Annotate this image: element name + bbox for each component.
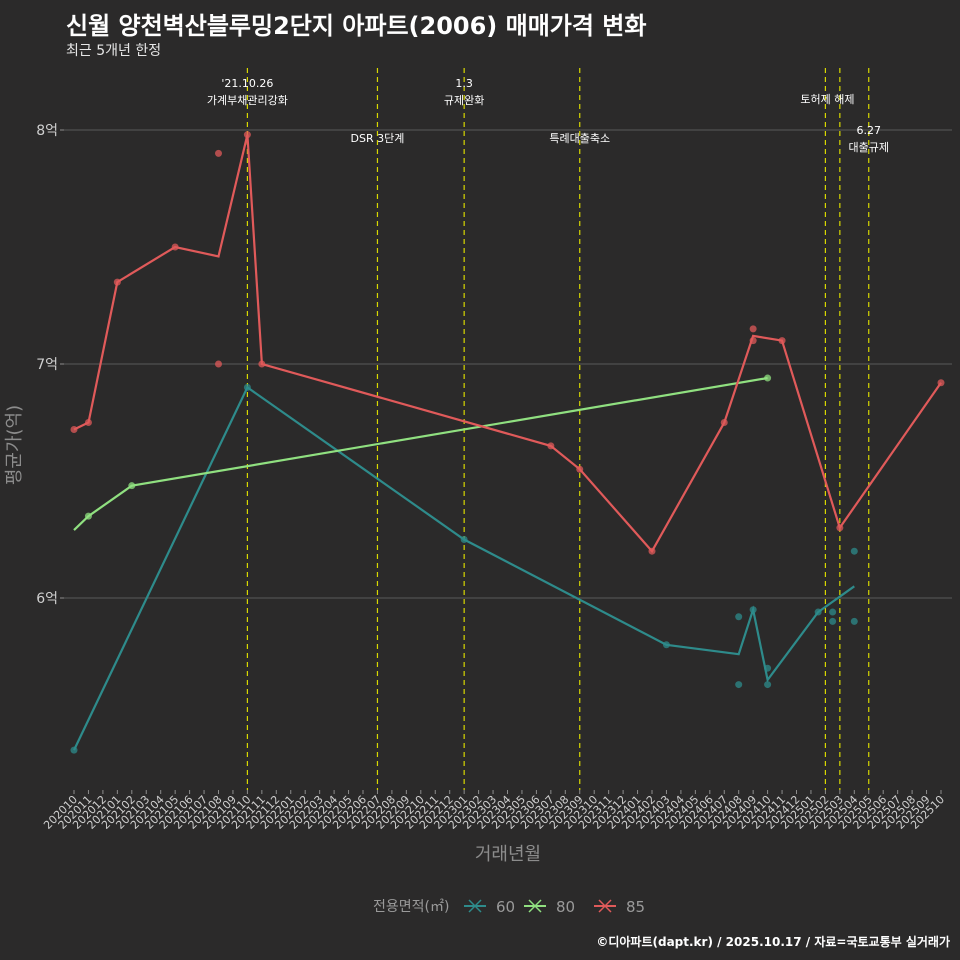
legend-label-60: 60 xyxy=(496,898,515,916)
data-point-85 xyxy=(749,337,757,345)
legend-title: 전용면적(㎡) xyxy=(373,899,449,915)
policy-annotation: 6.27 xyxy=(857,124,882,137)
data-point-85 xyxy=(243,131,251,139)
data-point-60 xyxy=(735,613,743,621)
policy-lines xyxy=(246,68,870,790)
data-point-85 xyxy=(778,337,786,345)
policy-annotation: '21.10.26 xyxy=(221,77,273,90)
data-point-85 xyxy=(576,465,584,473)
source-caption: ©디아파트(dapt.kr) / 2025.10.17 / 자료=국토교통부 실… xyxy=(596,935,950,949)
data-point-60 xyxy=(850,547,858,555)
x-axis-label: 거래년월 xyxy=(475,844,541,865)
data-series xyxy=(70,131,945,754)
series-line-60 xyxy=(73,385,855,751)
data-point-85 xyxy=(547,442,555,450)
x-axis-ticks: 2020102020112020122021012021022021032021… xyxy=(41,790,947,832)
y-tick-label: 8억 xyxy=(36,123,58,139)
data-point-80 xyxy=(128,482,136,490)
data-point-80 xyxy=(764,374,772,382)
policy-annotation: 토허제 해제 xyxy=(800,92,854,106)
data-point-85 xyxy=(836,524,844,532)
y-axis-ticks: 6억 7억 8억 xyxy=(36,123,64,607)
data-point-85 xyxy=(258,360,266,368)
policy-annotation: 대출규제 xyxy=(849,141,889,154)
legend-key-mark xyxy=(598,899,612,913)
series-line-80 xyxy=(73,376,768,531)
data-point-60 xyxy=(764,664,772,672)
data-point-85 xyxy=(720,419,728,426)
data-point-85 xyxy=(749,325,757,333)
legend-key-mark xyxy=(468,899,482,913)
data-point-85 xyxy=(84,419,92,426)
data-point-85 xyxy=(215,149,222,157)
y-tick-label: 6억 xyxy=(36,591,58,607)
policy-annotation: 가계부채관리강화 xyxy=(207,94,288,107)
data-point-85 xyxy=(171,243,179,251)
data-point-60 xyxy=(460,536,468,543)
data-point-85 xyxy=(937,379,945,387)
chart-subtitle: 최근 5개년 한정 xyxy=(66,43,162,59)
legend-key-mark xyxy=(528,899,542,913)
data-point-60 xyxy=(749,606,757,614)
y-tick-label: 7억 xyxy=(36,357,58,373)
data-point-60 xyxy=(735,681,743,689)
data-point-60 xyxy=(662,641,670,649)
policy-annotation: 1.3 xyxy=(455,77,473,90)
data-point-85 xyxy=(113,278,121,286)
data-point-60 xyxy=(814,608,822,616)
legend-label-80: 80 xyxy=(556,898,575,916)
data-point-60 xyxy=(764,681,772,689)
data-point-85 xyxy=(648,547,656,555)
policy-annotation: 규제완화 xyxy=(444,94,484,107)
data-point-85 xyxy=(215,360,222,368)
data-point-85 xyxy=(70,426,78,434)
data-point-60 xyxy=(850,617,858,625)
legend-label-85: 85 xyxy=(626,898,645,916)
policy-annotation: 특례대출축소 xyxy=(549,132,610,145)
legend: 전용면적(㎡) 60 80 85 xyxy=(373,898,645,916)
grid-lines xyxy=(64,129,952,599)
data-point-80 xyxy=(84,512,92,520)
policy-annotation: DSR 3단계 xyxy=(351,132,405,145)
y-axis-label: 평균가(억) xyxy=(4,405,25,485)
series-line-85 xyxy=(73,134,942,554)
data-point-60 xyxy=(829,617,837,625)
data-point-60 xyxy=(70,746,78,754)
data-point-60 xyxy=(243,383,251,391)
chart-title: 신월 양천벽산블루밍2단지 아파트(2006) 매매가격 변화 xyxy=(66,12,647,40)
data-point-60 xyxy=(829,608,837,616)
